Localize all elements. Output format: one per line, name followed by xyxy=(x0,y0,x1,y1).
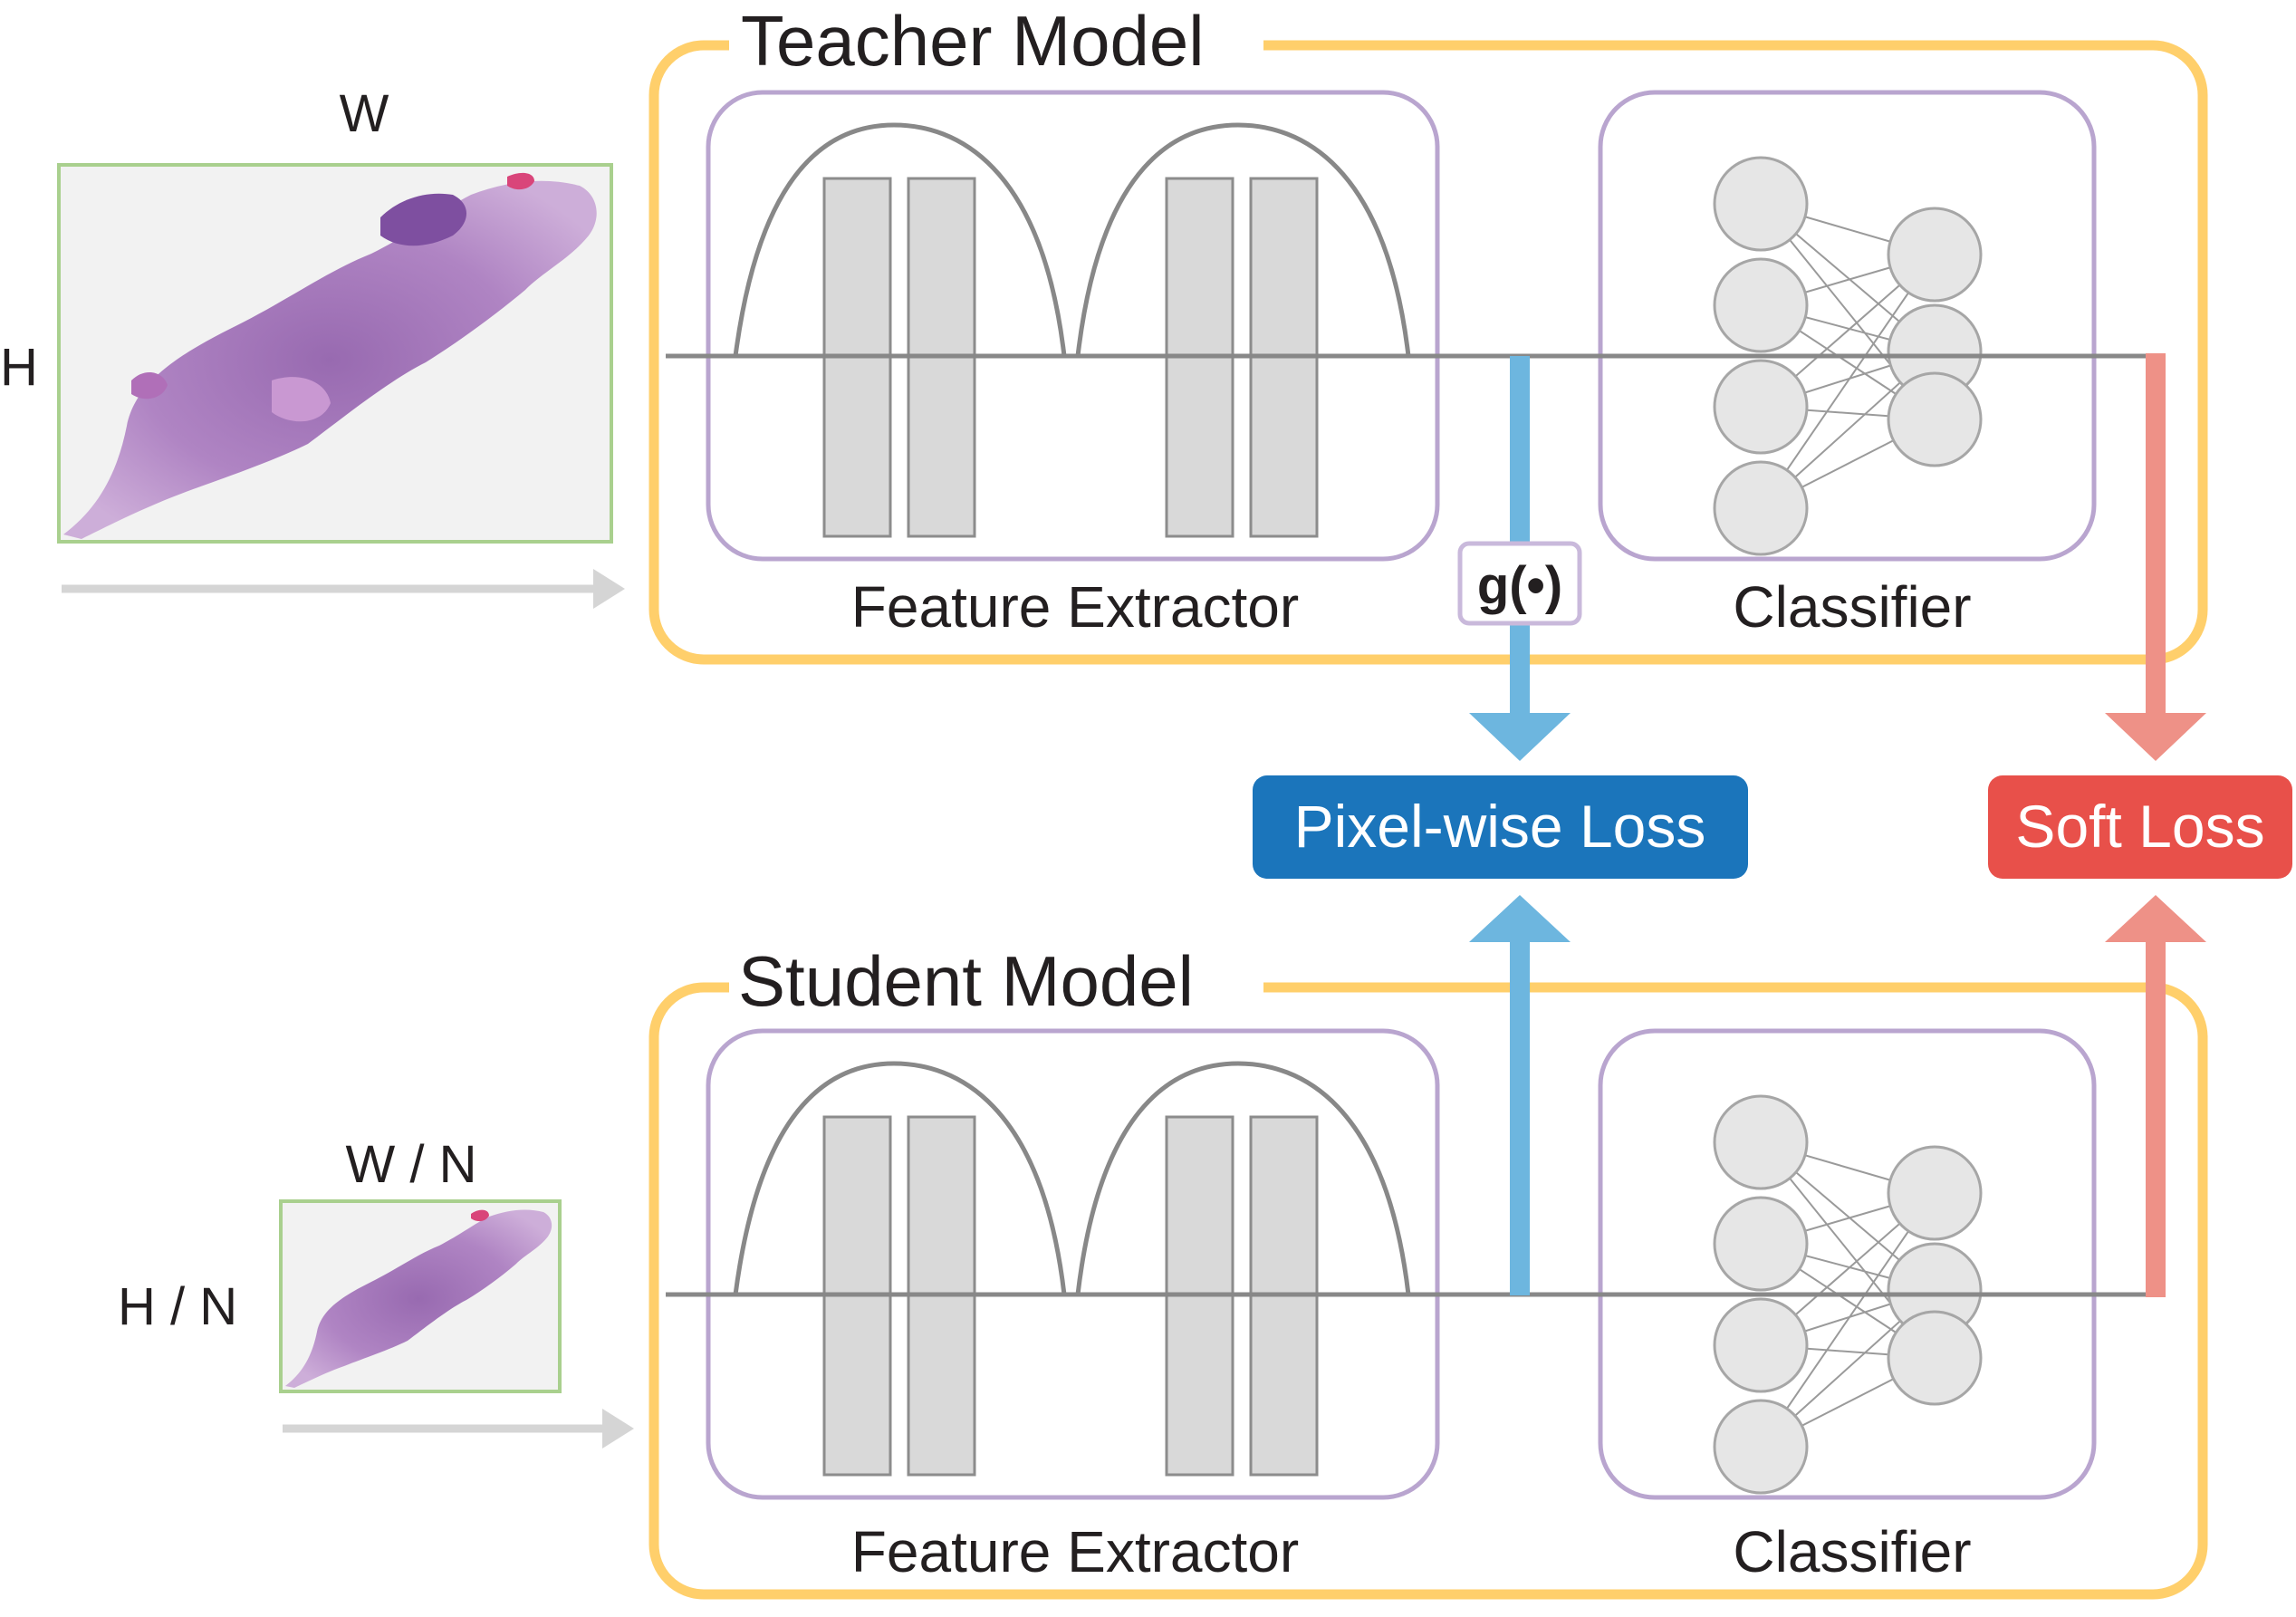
student-model-frame xyxy=(648,982,2208,1600)
output-neuron xyxy=(1887,1310,1983,1406)
mapping-function-box: g(•) xyxy=(1457,541,1582,626)
teacher-input-height-label: H xyxy=(0,338,38,397)
output-neuron xyxy=(1887,1145,1983,1241)
student-title-backdrop xyxy=(729,942,1263,1028)
input-neuron xyxy=(1713,1297,1809,1393)
student-classifier-box xyxy=(1598,1028,2097,1500)
teacher-classifier-label: Classifier xyxy=(1733,574,1971,640)
pixel-wise-loss-box: Pixel-wise Loss xyxy=(1253,775,1748,879)
teacher-input-arrow xyxy=(62,569,625,609)
soft-loss-flow xyxy=(2105,353,2206,1297)
input-neuron xyxy=(1713,460,1809,556)
teacher-to-pixel-loss-arrowhead xyxy=(1469,713,1571,761)
student-input-width-label: W / N xyxy=(346,1135,477,1194)
student-classifier-network xyxy=(1713,1094,1983,1495)
student-to-pixel-loss-arrowhead xyxy=(1469,895,1571,942)
teacher-classifier-box xyxy=(1598,90,2097,562)
input-neuron xyxy=(1713,257,1809,353)
teacher-feature-extractor-skip-arcs xyxy=(733,122,1411,357)
student-feature-extractor-skip-arcs xyxy=(733,1061,1411,1295)
student-feature-extractor-box xyxy=(706,1028,1440,1500)
teacher-model-frame xyxy=(648,40,2208,665)
student-to-soft-loss-arrowhead xyxy=(2105,895,2206,942)
student-classifier-label: Classifier xyxy=(1733,1519,1971,1584)
teacher-feature-extractor-label: Feature Extractor xyxy=(851,574,1299,640)
output-neuron xyxy=(1887,371,1983,467)
student-model-title: Student Model xyxy=(738,941,1194,1021)
input-neuron xyxy=(1713,359,1809,455)
input-neuron xyxy=(1713,1399,1809,1495)
student-input-image xyxy=(279,1199,562,1393)
soft-loss-label: Soft Loss xyxy=(2015,793,2264,860)
teacher-classifier-network xyxy=(1713,156,1983,556)
teacher-to-soft-loss-arrowhead xyxy=(2105,713,2206,761)
input-neuron xyxy=(1713,1094,1809,1190)
pixel-wise-loss-flow: g(•) xyxy=(1457,356,1582,1295)
student-input-arrow xyxy=(283,1409,634,1449)
input-neuron xyxy=(1713,1196,1809,1292)
teacher-title-backdrop xyxy=(729,7,1263,89)
teacher-input-width-label: W xyxy=(340,84,389,143)
mapping-function-label: g(•) xyxy=(1477,556,1562,615)
network-connection xyxy=(1760,254,1936,509)
soft-loss-box: Soft Loss xyxy=(1988,775,2292,879)
teacher-feature-extractor-box xyxy=(706,90,1440,562)
student-model: Student Model W / N H / N Feature Extrac… xyxy=(118,941,2208,1600)
output-neuron xyxy=(1887,207,1983,303)
pixel-wise-loss-label: Pixel-wise Loss xyxy=(1294,793,1706,860)
input-neuron xyxy=(1713,156,1809,252)
teacher-input-image xyxy=(57,163,613,544)
teacher-model: Teacher Model W H Feature Extractor xyxy=(0,1,2208,665)
student-input-height-label: H / N xyxy=(118,1277,237,1336)
network-connection xyxy=(1760,1192,1936,1448)
teacher-model-title: Teacher Model xyxy=(741,1,1205,81)
student-feature-extractor-label: Feature Extractor xyxy=(851,1519,1299,1584)
